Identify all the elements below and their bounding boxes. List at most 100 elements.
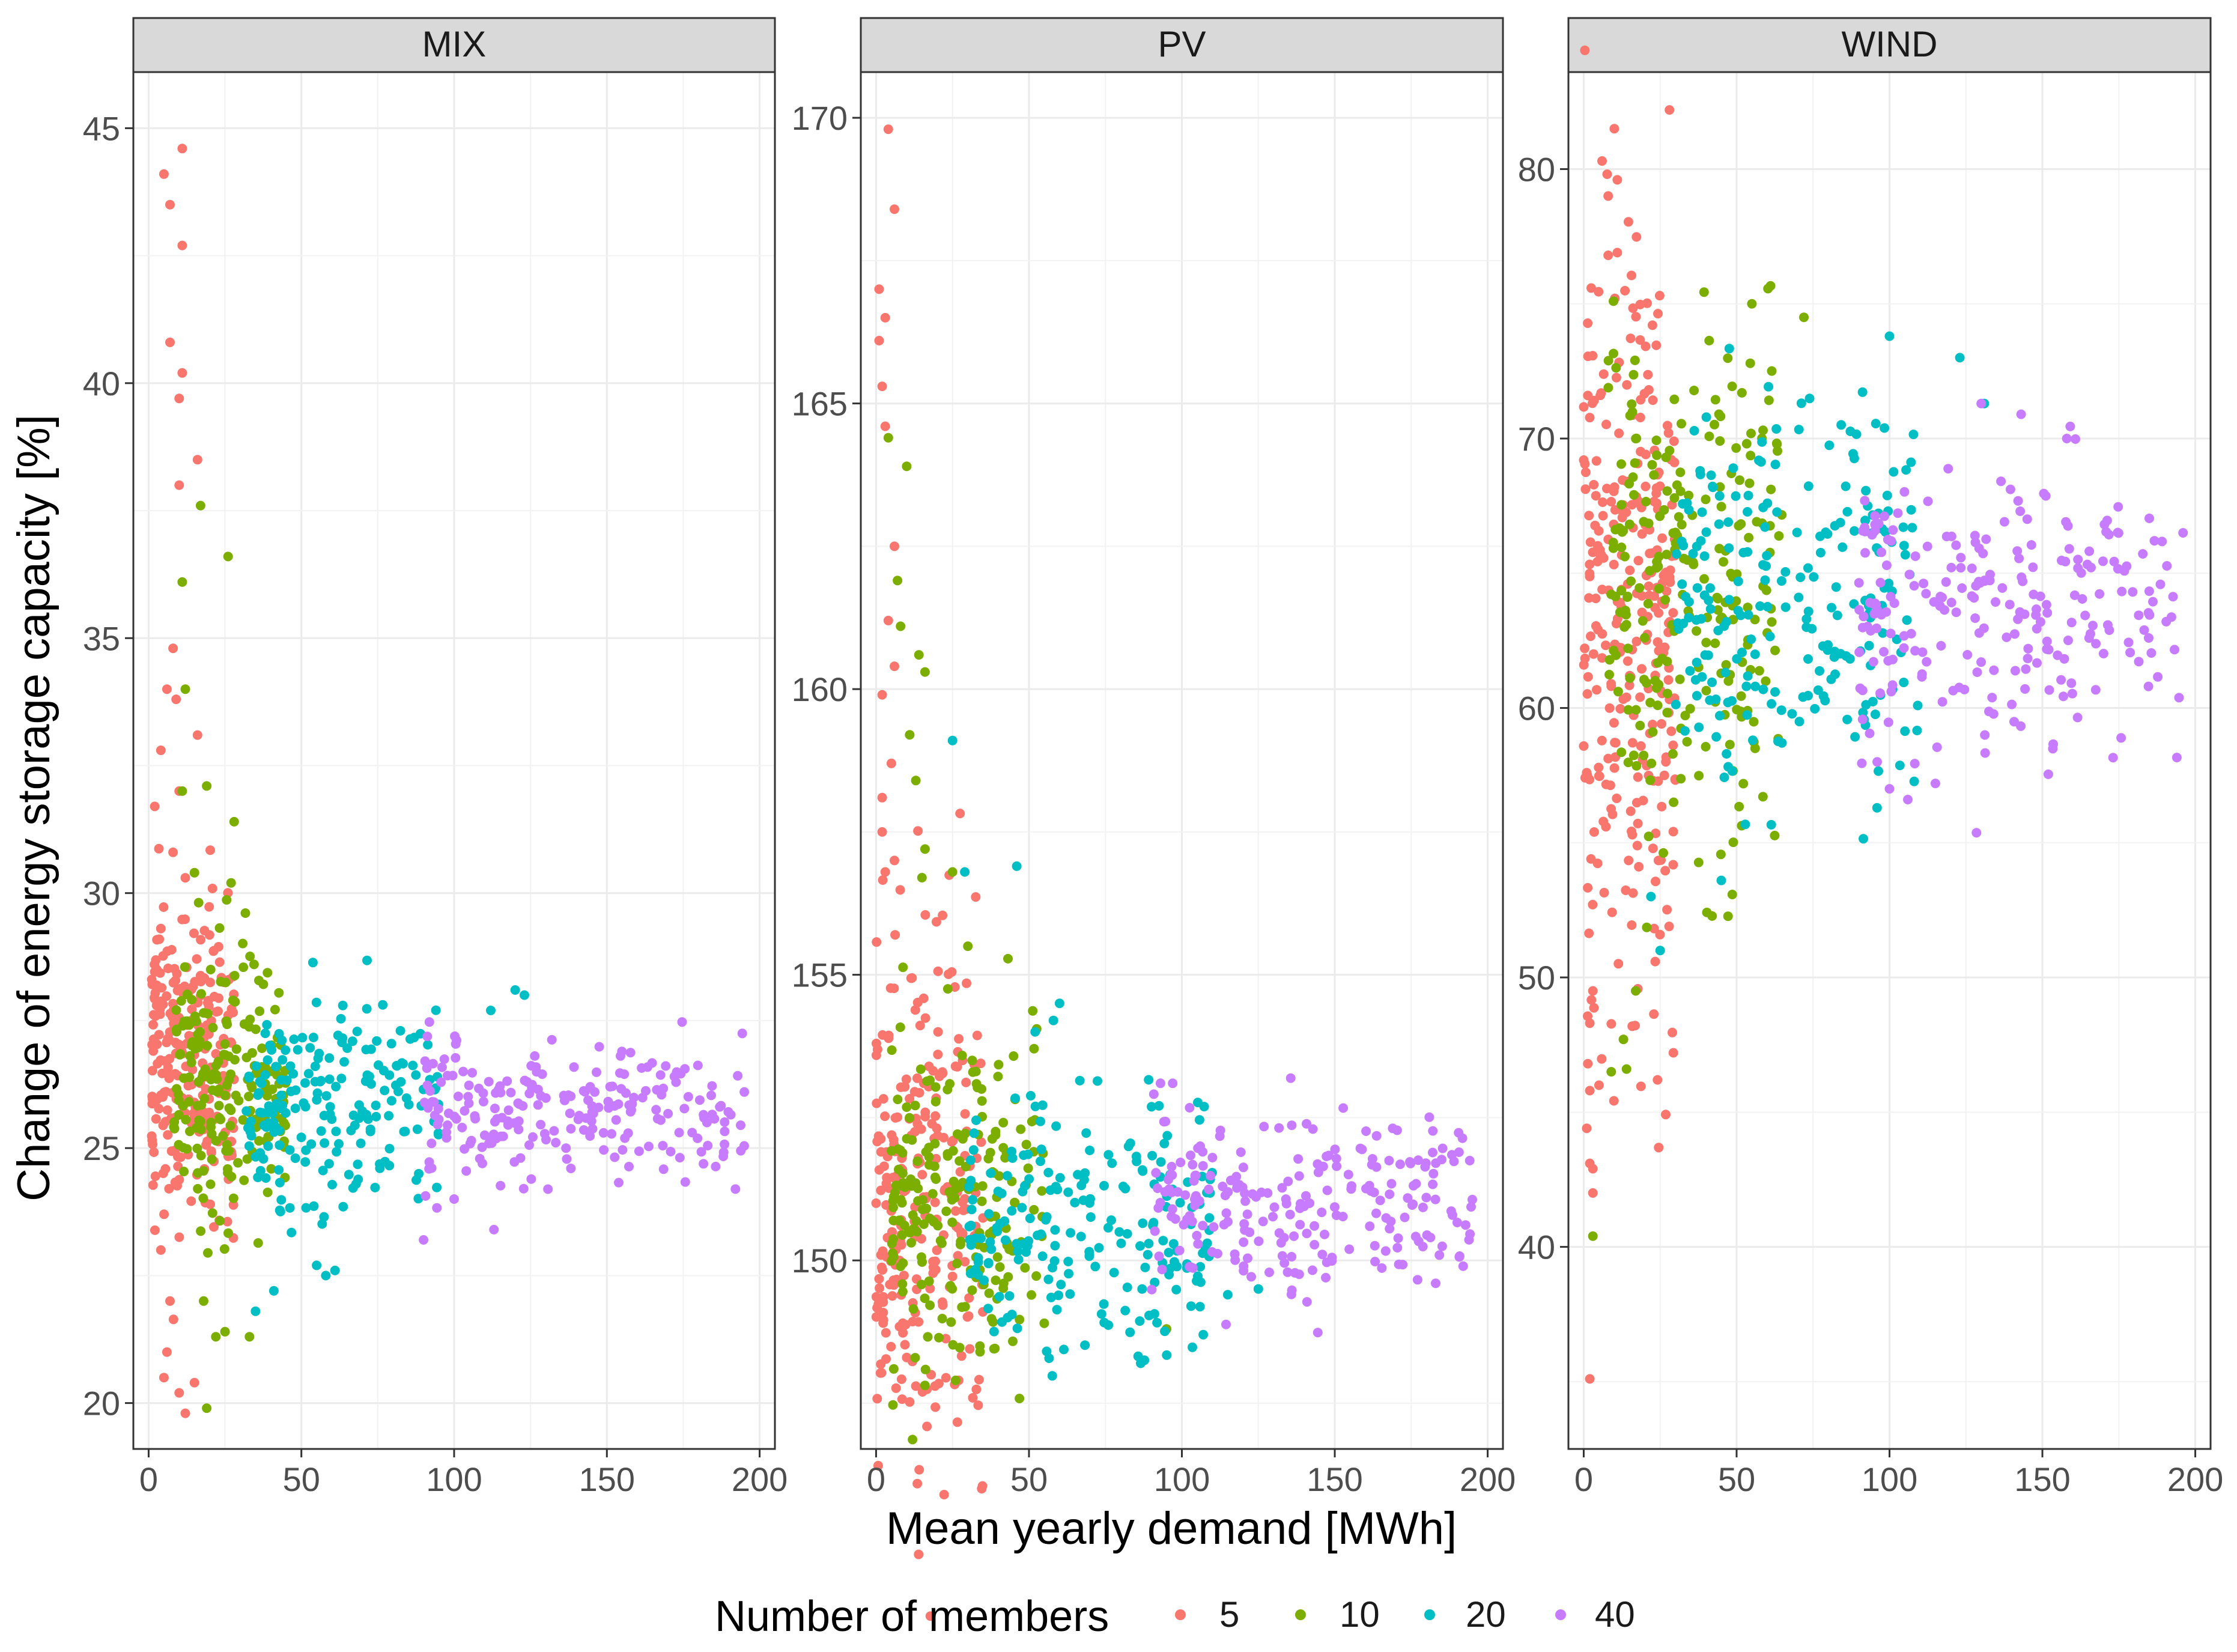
data-point [1313, 1328, 1323, 1338]
data-point [1737, 387, 1747, 398]
data-point [2012, 546, 2023, 556]
data-point [1692, 583, 1702, 593]
data-point [1589, 1003, 1599, 1013]
data-point [299, 1098, 309, 1108]
data-point [318, 1165, 328, 1176]
data-point [1716, 411, 1726, 422]
data-point [1428, 1126, 1438, 1136]
data-point [906, 1237, 916, 1248]
data-point [264, 1101, 274, 1111]
data-point [275, 1126, 284, 1135]
data-point [1580, 654, 1590, 663]
data-point [1015, 1394, 1025, 1403]
data-point [2090, 685, 2101, 695]
data-point [1585, 413, 1595, 423]
data-point [1701, 742, 1711, 752]
data-point [272, 1099, 282, 1109]
data-point [1212, 1248, 1222, 1259]
data-point [1582, 768, 1592, 778]
data-point [965, 1344, 975, 1354]
data-point [2174, 693, 2184, 703]
data-point [1361, 1126, 1371, 1136]
data-point [1675, 467, 1686, 478]
data-point [878, 1246, 888, 1256]
data-point [1008, 1336, 1018, 1346]
data-point [371, 1101, 381, 1111]
data-point [1735, 475, 1744, 485]
data-point [1620, 285, 1630, 296]
data-point [362, 1110, 372, 1120]
data-point [1012, 1239, 1022, 1249]
data-point [561, 1143, 571, 1153]
data-point [274, 1165, 284, 1175]
data-point [310, 1077, 320, 1087]
data-point [884, 1033, 894, 1043]
data-point [175, 1049, 186, 1059]
data-point [429, 1097, 439, 1107]
data-point [186, 1196, 196, 1206]
data-point [196, 1150, 206, 1161]
data-point [1710, 638, 1720, 648]
data-point [281, 1108, 291, 1118]
data-point [1580, 643, 1590, 654]
data-point [1657, 801, 1667, 812]
data-point [165, 1296, 175, 1306]
data-point [1743, 547, 1753, 557]
data-point [1858, 708, 1868, 718]
data-point [917, 1257, 927, 1267]
data-point [1254, 1236, 1264, 1247]
data-point [989, 1326, 999, 1337]
data-point [872, 1394, 882, 1404]
data-point [1021, 1247, 1031, 1257]
data-point [887, 1227, 897, 1237]
data-point [1395, 1159, 1405, 1170]
data-point [1642, 678, 1651, 688]
data-point [271, 1061, 281, 1072]
data-point [1151, 1168, 1161, 1178]
x-tick-label: 100 [1862, 1460, 1917, 1498]
data-point [634, 1146, 644, 1156]
data-point [1615, 703, 1625, 714]
data-point [205, 1179, 216, 1189]
data-point [1031, 1271, 1042, 1281]
data-point [310, 1061, 320, 1071]
legend-key-10: 10 [1295, 1594, 1380, 1635]
data-point [907, 973, 917, 983]
data-point [515, 1153, 526, 1163]
data-point [496, 1180, 506, 1191]
data-point [1093, 1076, 1102, 1086]
data-point [290, 1104, 300, 1113]
data-point [180, 1408, 190, 1418]
data-point [353, 1159, 363, 1170]
data-point [960, 1109, 970, 1119]
data-point [578, 1125, 589, 1135]
data-point [917, 1280, 927, 1290]
data-point [1431, 1158, 1441, 1168]
data-point [263, 1055, 273, 1065]
data-point [1838, 542, 1848, 552]
data-point [707, 1110, 717, 1120]
data-point [180, 873, 190, 883]
data-point [220, 977, 231, 988]
data-point [883, 616, 893, 625]
data-point [1036, 1116, 1045, 1126]
data-point [1591, 491, 1601, 501]
data-point [536, 1120, 546, 1130]
data-point [275, 1206, 285, 1216]
data-point [1589, 827, 1599, 837]
data-point [1596, 549, 1606, 559]
data-point [1631, 434, 1641, 444]
data-point [1723, 517, 1734, 527]
data-point [1922, 541, 1932, 551]
data-point [384, 1161, 395, 1171]
data-point [1037, 1251, 1048, 1262]
data-point [1090, 1262, 1100, 1272]
data-point [1711, 694, 1721, 705]
data-point [1673, 618, 1683, 628]
data-point [336, 1073, 347, 1084]
data-point [246, 1080, 256, 1090]
data-point [877, 792, 887, 803]
data-point [457, 1123, 467, 1132]
data-point [202, 998, 213, 1008]
data-point [1446, 1206, 1456, 1216]
